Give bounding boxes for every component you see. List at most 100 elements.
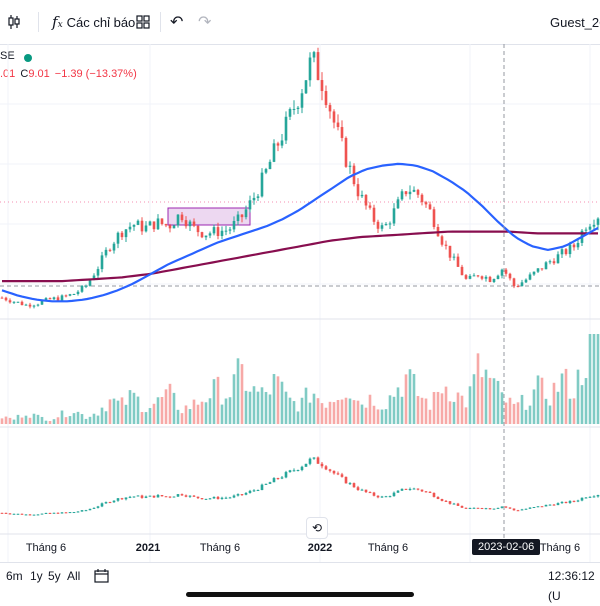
chart-area[interactable]: Tháng 6 2021 Tháng 6 2022 Tháng 6 Tháng 6 [0,44,600,562]
volume-bar [440,393,444,424]
lower-candle-body [324,466,328,470]
lower-candle-body [228,497,232,499]
lower-candle-body [556,503,560,506]
range-1y[interactable]: 1y [30,569,43,583]
candle-body [280,140,284,146]
lower-pane-candles [0,456,600,516]
volume-bar [404,374,408,424]
volume-bar [348,398,352,424]
candle-body [552,261,556,264]
lower-candle-body [88,508,92,511]
lower-candle-body [396,490,400,493]
candle-body [124,229,128,238]
lower-candle-body [448,501,452,504]
lower-candle-body [488,508,492,510]
layout-grid-icon[interactable] [136,0,150,44]
candle-body [8,300,12,303]
volume-bar [312,393,316,424]
range-all[interactable]: All [67,569,81,583]
close-value: 9.01 [28,68,50,80]
volume-bar [400,396,404,424]
volume-bar [216,376,220,424]
candle-body [264,169,268,173]
lower-candle-body [168,496,172,498]
lower-candle-body [60,512,64,514]
candle-body [160,218,164,225]
candle-body [392,208,396,224]
volume-bar [528,405,532,424]
main-candles [0,47,600,309]
candle-body [244,209,248,218]
user-label[interactable]: Guest_269 [550,14,600,30]
range-6m[interactable]: 6m [6,569,23,583]
lower-candle-body [408,488,412,490]
calendar-icon[interactable] [94,566,110,586]
volume-bar [224,398,228,424]
candle-body [396,199,400,209]
volume-bar [208,398,212,424]
volume-bar [168,383,172,424]
candle-body [468,275,472,279]
candle-body [32,305,36,307]
lower-candle-body [176,494,180,497]
highlight-rectangle[interactable] [167,207,251,226]
clock-time[interactable]: 12:36:12 (U [548,569,595,603]
candle-body [308,57,312,81]
volume-bar [480,377,484,424]
volume-bar [552,382,556,424]
candle-body [560,249,564,255]
reset-chart-icon[interactable]: ⟲ [306,517,328,539]
candle-body [152,221,156,230]
lower-candle-body [160,494,164,497]
lower-candle-body [544,504,548,507]
volume-bar [512,403,516,424]
x-tick-label: Tháng 6 [200,542,240,554]
volume-bar [212,379,216,424]
candle-body [480,276,484,279]
candle-body [296,107,300,110]
lower-candle-body [300,466,304,471]
lower-candle-body [96,506,100,508]
lower-candle-body [468,507,472,509]
undo-icon[interactable]: ↶ [170,14,184,31]
volume-bar [516,402,520,424]
lower-candle-body [436,496,440,500]
candles-icon[interactable] [6,0,22,44]
volume-bar [0,418,4,424]
volume-bar [160,397,164,424]
range-5y[interactable]: 5y [48,569,61,583]
volume-bar [424,398,428,424]
close-label: C [20,68,29,80]
candle-body [156,218,160,230]
indicators-button[interactable]: fx Các chỉ báo [52,0,135,44]
volume-bar [500,392,504,424]
candle-body [484,276,488,279]
redo-icon[interactable]: ↷ [198,14,212,31]
lower-candle-body [180,494,184,496]
lower-candle-body [528,507,532,509]
lower-candle-body [148,495,152,497]
lower-candle-body [400,488,404,491]
lower-candle-body [440,499,444,501]
lower-candle-body [304,463,308,467]
lower-candle-body [572,500,576,502]
lower-candle-body [460,505,464,508]
lower-candle-body [92,507,96,509]
symbol-suffix[interactable]: SE [0,50,15,62]
lower-candle-body [316,457,320,464]
candle-body [328,105,332,112]
lower-candle-body [308,458,312,464]
lower-candle-body [120,498,124,500]
volume-bar [52,419,56,424]
lower-candle-body [116,498,120,501]
volume-bar [148,408,152,424]
candle-body [88,279,92,286]
volume-bar [84,418,88,424]
lower-candle-body [496,507,500,509]
volume-bar [336,400,340,424]
candle-body [28,304,32,307]
lower-candle-body [520,509,524,511]
volume-bar [456,392,460,424]
candle-body [120,232,124,238]
candle-body [368,205,372,208]
